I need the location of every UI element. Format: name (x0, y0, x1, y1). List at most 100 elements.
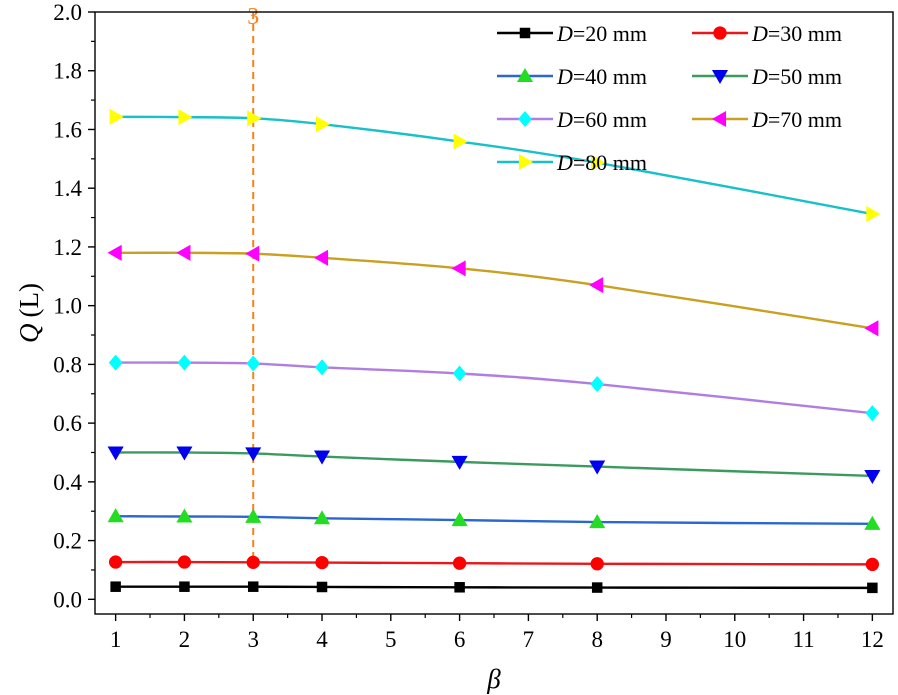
data-point (246, 355, 261, 372)
legend-label-variable: D (751, 64, 768, 89)
data-point (315, 116, 331, 133)
legend-marker (519, 27, 531, 39)
legend-marker (711, 69, 729, 85)
data-point (865, 405, 880, 422)
legend-item-2: D=40 mm (497, 64, 647, 89)
data-point (176, 446, 193, 461)
data-point (313, 450, 331, 465)
series-line (115, 451, 873, 478)
data-point (107, 244, 122, 261)
data-point (589, 277, 604, 294)
legend-label: D=70 mm (751, 107, 842, 132)
x-tick-label: 2 (179, 627, 191, 652)
data-point (864, 469, 881, 485)
legend-label-rest: =50 mm (768, 64, 842, 89)
series-3 (107, 446, 881, 485)
data-point (590, 376, 605, 393)
data-point (866, 205, 881, 223)
legend-item-5: D=70 mm (692, 107, 842, 132)
legend-label-rest: =70 mm (768, 107, 842, 132)
data-point (591, 582, 603, 593)
data-point (453, 133, 468, 150)
series-0 (110, 581, 878, 594)
y-axis-title-unit: (L) (14, 283, 44, 317)
y-tick-label: 0.2 (53, 529, 82, 554)
legend-label-rest: =20 mm (573, 21, 647, 46)
data-point (452, 365, 467, 382)
series-1 (108, 555, 880, 572)
legend-item-4: D=60 mm (497, 107, 647, 132)
legend-label-variable: D (556, 64, 573, 89)
data-point (107, 508, 124, 523)
legend-label-rest: =60 mm (573, 107, 647, 132)
data-point (451, 260, 466, 277)
data-point (865, 557, 880, 572)
y-axis-title-symbol: Q (14, 323, 44, 343)
data-point (454, 582, 465, 593)
data-point (864, 515, 881, 530)
legend-label-variable: D (556, 21, 573, 46)
series-6 (109, 108, 881, 223)
x-tick-label: 7 (523, 627, 535, 652)
data-point (315, 359, 329, 376)
series-4 (108, 354, 880, 422)
legend-label-variable: D (556, 150, 573, 175)
y-axis-title: Q (L) (14, 283, 44, 343)
legend-label: D=50 mm (751, 64, 842, 89)
legend-label-variable: D (751, 21, 768, 46)
data-point (177, 354, 192, 371)
legend-label-rest: =80 mm (573, 150, 647, 175)
legend: D=20 mm D=30 mmD=40 mm D=50 mmD=60 mm D=70 … (497, 21, 842, 175)
y-tick-label: 0.4 (53, 470, 82, 495)
series-line (115, 361, 873, 415)
axes-layer: 1 2 3 4 5 6 7 8 9 10 11 120.00.20.40.60.81.01.21.41… (53, 0, 894, 652)
x-axis-title: β (486, 664, 501, 694)
legend-label-rest: =30 mm (768, 21, 842, 46)
data-point (176, 508, 193, 523)
y-tick-label: 1.2 (53, 235, 82, 260)
x-tick-label: 10 (723, 627, 746, 652)
data-point (452, 556, 467, 570)
data-point (589, 460, 606, 475)
x-tick-label: 12 (861, 627, 884, 652)
reference-line-layer: 3 (247, 4, 259, 565)
data-point (247, 110, 262, 127)
data-point (313, 249, 329, 266)
data-point (109, 108, 124, 125)
legend-label: D=40 mm (556, 64, 647, 89)
legend-label-variable: D (556, 107, 573, 132)
y-tick-label: 2.0 (53, 0, 82, 25)
x-tick-label: 8 (591, 627, 603, 652)
legend-marker (518, 110, 532, 128)
legend-item-3: D=50 mm (692, 64, 842, 89)
y-tick-label: 0.6 (53, 411, 82, 436)
data-point (177, 555, 192, 569)
data-point (108, 555, 123, 569)
data-point (108, 354, 123, 371)
data-point (176, 244, 191, 261)
data-point (315, 555, 329, 570)
data-point (179, 581, 190, 592)
series-layer (107, 108, 881, 594)
data-point (246, 555, 260, 569)
data-point (245, 508, 262, 523)
data-point (245, 245, 260, 262)
legend-label: D=80 mm (556, 150, 647, 175)
y-tick-label: 1.6 (53, 117, 82, 142)
data-point (589, 514, 606, 529)
reference-line-label: 3 (247, 4, 259, 30)
legend-item-1: D=30 mm (692, 21, 842, 46)
series-line (115, 515, 873, 526)
series-line (115, 115, 873, 216)
x-tick-label: 11 (792, 627, 814, 652)
y-tick-label: 1.8 (53, 59, 82, 84)
legend-item-0: D=20 mm (497, 21, 647, 46)
data-point (451, 511, 468, 527)
data-point (313, 510, 331, 525)
legend-label: D=60 mm (556, 107, 647, 132)
data-point (590, 557, 604, 571)
legend-marker (518, 153, 534, 171)
data-point (316, 581, 328, 593)
data-point (178, 109, 193, 126)
